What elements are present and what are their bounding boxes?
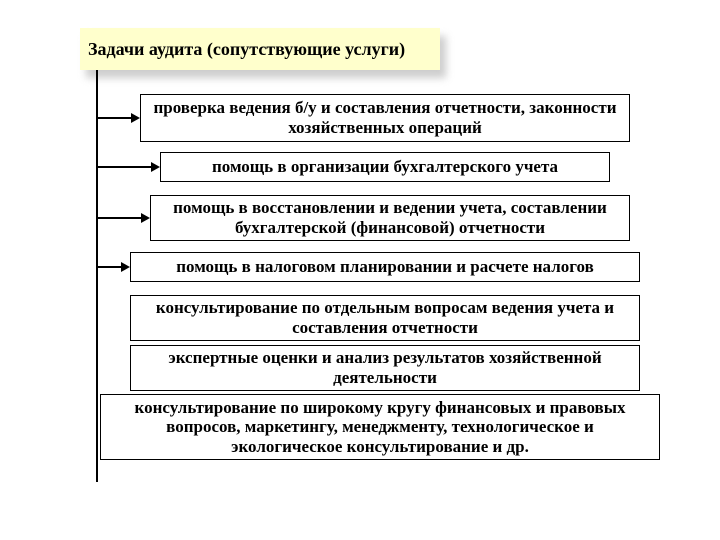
- item-text: экспертные оценки и анализ результатов х…: [141, 348, 629, 387]
- title-text: Задачи аудита (сопутствующие услуги): [88, 39, 405, 60]
- item-box: консультирование по отдельным вопросам в…: [130, 295, 640, 341]
- title-container: Задачи аудита (сопутствующие услуги): [80, 28, 440, 70]
- item-box: помощь в организации бухгалтерского учет…: [160, 152, 610, 182]
- connector-line: [96, 117, 131, 119]
- item-box: помощь в налоговом планировании и расчет…: [130, 252, 640, 282]
- arrowhead-icon: [131, 113, 140, 123]
- arrowhead-icon: [141, 213, 150, 223]
- item-text: проверка ведения б/у и составления отчет…: [151, 98, 619, 137]
- spine-line: [96, 70, 98, 482]
- connector-line: [96, 217, 141, 219]
- item-box: консультирование по широкому кругу финан…: [100, 394, 660, 460]
- title-box: Задачи аудита (сопутствующие услуги): [80, 28, 440, 70]
- arrowhead-icon: [151, 162, 160, 172]
- connector-line: [96, 166, 151, 168]
- item-text: помощь в организации бухгалтерского учет…: [212, 157, 558, 177]
- item-box: помощь в восстановлении и ведении учета,…: [150, 195, 630, 241]
- item-box: экспертные оценки и анализ результатов х…: [130, 345, 640, 391]
- item-text: консультирование по отдельным вопросам в…: [141, 298, 629, 337]
- connector-line: [96, 266, 121, 268]
- item-text: консультирование по широкому кругу финан…: [111, 398, 649, 457]
- arrowhead-icon: [121, 262, 130, 272]
- diagram-stage: Задачи аудита (сопутствующие услуги) про…: [0, 0, 720, 540]
- item-text: помощь в налоговом планировании и расчет…: [176, 257, 594, 277]
- item-text: помощь в восстановлении и ведении учета,…: [161, 198, 619, 237]
- item-box: проверка ведения б/у и составления отчет…: [140, 94, 630, 142]
